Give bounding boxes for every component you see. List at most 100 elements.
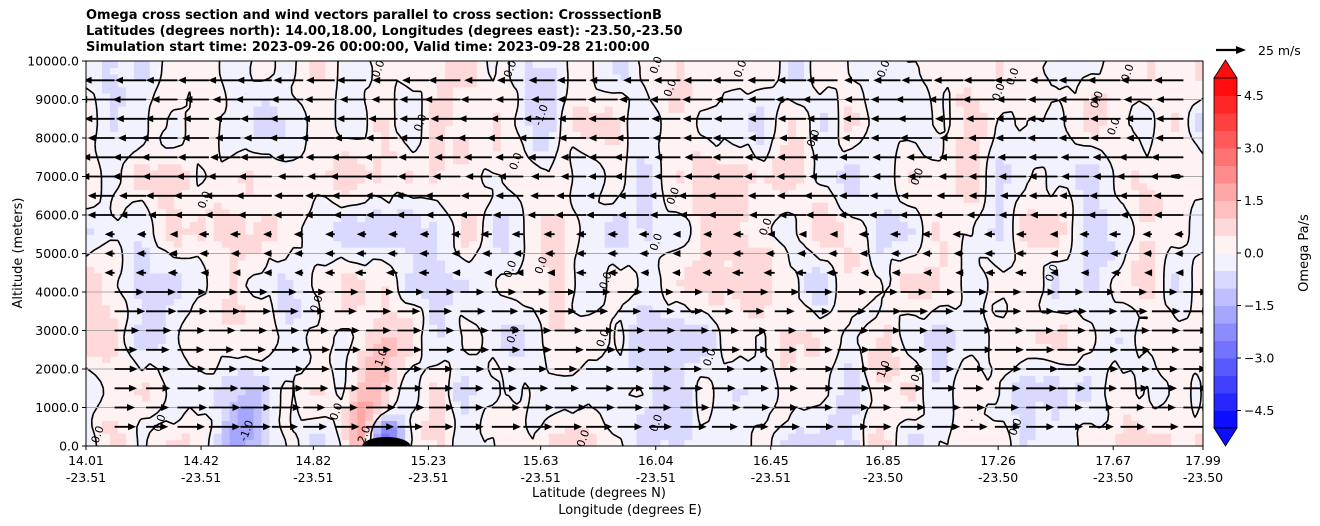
omega-cell bbox=[1187, 426, 1196, 434]
omega-cell bbox=[285, 349, 295, 357]
omega-cell bbox=[1115, 401, 1124, 409]
omega-cell bbox=[875, 394, 885, 402]
omega-cell bbox=[413, 420, 422, 428]
omega-cell bbox=[740, 362, 749, 370]
omega-cell bbox=[668, 362, 678, 370]
omega-cell bbox=[724, 336, 733, 344]
omega-cell bbox=[1027, 401, 1037, 409]
omega-cell bbox=[867, 343, 877, 351]
omega-cell bbox=[93, 394, 103, 402]
omega-cell bbox=[173, 221, 183, 229]
omega-cell bbox=[197, 433, 207, 441]
omega-cell bbox=[205, 388, 215, 396]
omega-cell bbox=[716, 317, 725, 325]
omega-cell bbox=[828, 356, 837, 364]
omega-cell bbox=[636, 330, 646, 338]
omega-cell bbox=[1139, 394, 1148, 402]
omega-cell bbox=[149, 394, 159, 402]
omega-cell bbox=[125, 413, 135, 421]
omega-cell bbox=[197, 349, 207, 357]
omega-cell bbox=[245, 375, 255, 383]
omega-cell bbox=[93, 433, 103, 441]
omega-cell bbox=[405, 311, 414, 319]
omega-cell bbox=[277, 298, 287, 306]
omega-cell bbox=[381, 356, 390, 364]
omega-cell bbox=[915, 439, 925, 446]
omega-cell bbox=[532, 413, 542, 421]
omega-cell bbox=[724, 298, 733, 306]
omega-cell bbox=[835, 356, 845, 364]
omega-cell bbox=[1139, 420, 1148, 428]
omega-cell bbox=[476, 221, 486, 229]
omega-cell bbox=[460, 317, 470, 325]
omega-cell bbox=[1155, 362, 1164, 370]
omega-cell bbox=[349, 215, 358, 223]
omega-cell bbox=[796, 362, 805, 370]
omega-cell bbox=[532, 394, 542, 402]
omega-cell bbox=[213, 426, 223, 434]
omega-cell bbox=[923, 356, 933, 364]
omega-cell bbox=[923, 272, 933, 280]
omega-cell bbox=[205, 259, 215, 267]
omega-cell bbox=[835, 298, 845, 306]
omega-cell bbox=[93, 413, 103, 421]
omega-cell bbox=[899, 324, 909, 332]
omega-cell bbox=[1019, 356, 1029, 364]
omega-cell bbox=[1067, 394, 1076, 402]
omega-cell bbox=[676, 356, 685, 364]
omega-cell bbox=[141, 401, 151, 409]
omega-cell bbox=[1043, 279, 1053, 287]
omega-cell bbox=[684, 324, 693, 332]
omega-cell bbox=[947, 324, 957, 332]
omega-cell bbox=[1059, 401, 1068, 409]
omega-cell bbox=[453, 292, 462, 300]
omega-cell bbox=[692, 259, 701, 267]
omega-cell bbox=[596, 356, 606, 364]
omega-cell bbox=[197, 381, 207, 389]
omega-cell bbox=[620, 279, 630, 287]
omega-cell bbox=[133, 240, 143, 248]
omega-cell bbox=[883, 362, 893, 370]
omega-cell bbox=[820, 369, 829, 377]
omega-cell bbox=[564, 413, 574, 421]
omega-cell bbox=[165, 272, 175, 280]
omega-cell bbox=[1027, 336, 1037, 344]
omega-cell bbox=[1099, 343, 1108, 351]
omega-cell bbox=[405, 227, 414, 235]
omega-cell bbox=[381, 279, 390, 287]
omega-cell bbox=[141, 215, 151, 223]
omega-cell bbox=[1051, 336, 1060, 344]
omega-cell bbox=[157, 388, 167, 396]
omega-cell bbox=[453, 369, 462, 377]
omega-cell bbox=[285, 362, 295, 370]
omega-cell bbox=[828, 426, 837, 434]
omega-cell bbox=[804, 292, 813, 300]
omega-cell bbox=[724, 253, 733, 261]
omega-cell bbox=[261, 298, 271, 306]
omega-cell bbox=[596, 285, 606, 293]
omega-cell bbox=[796, 215, 805, 223]
omega-cell bbox=[692, 221, 701, 229]
omega-cell bbox=[269, 413, 279, 421]
omega-cell bbox=[835, 433, 845, 441]
omega-cell bbox=[700, 381, 709, 389]
omega-cell bbox=[987, 375, 997, 383]
omega-cell bbox=[740, 279, 749, 287]
omega-cell bbox=[133, 298, 143, 306]
omega-cell bbox=[692, 292, 701, 300]
omega-cell bbox=[812, 304, 821, 312]
omega-cell bbox=[381, 426, 390, 434]
omega-cell bbox=[397, 272, 406, 280]
omega-cell bbox=[253, 394, 263, 402]
omega-cell bbox=[389, 407, 398, 415]
omega-cell bbox=[1115, 317, 1124, 325]
omega-cell bbox=[756, 240, 765, 248]
omega-cell bbox=[1163, 317, 1172, 325]
omega-cell bbox=[1035, 311, 1045, 319]
omega-cell bbox=[181, 253, 191, 261]
omega-cell bbox=[421, 304, 430, 312]
omega-cell bbox=[141, 279, 151, 287]
omega-cell bbox=[365, 336, 374, 344]
omega-cell bbox=[373, 292, 382, 300]
omega-cell bbox=[1131, 285, 1140, 293]
